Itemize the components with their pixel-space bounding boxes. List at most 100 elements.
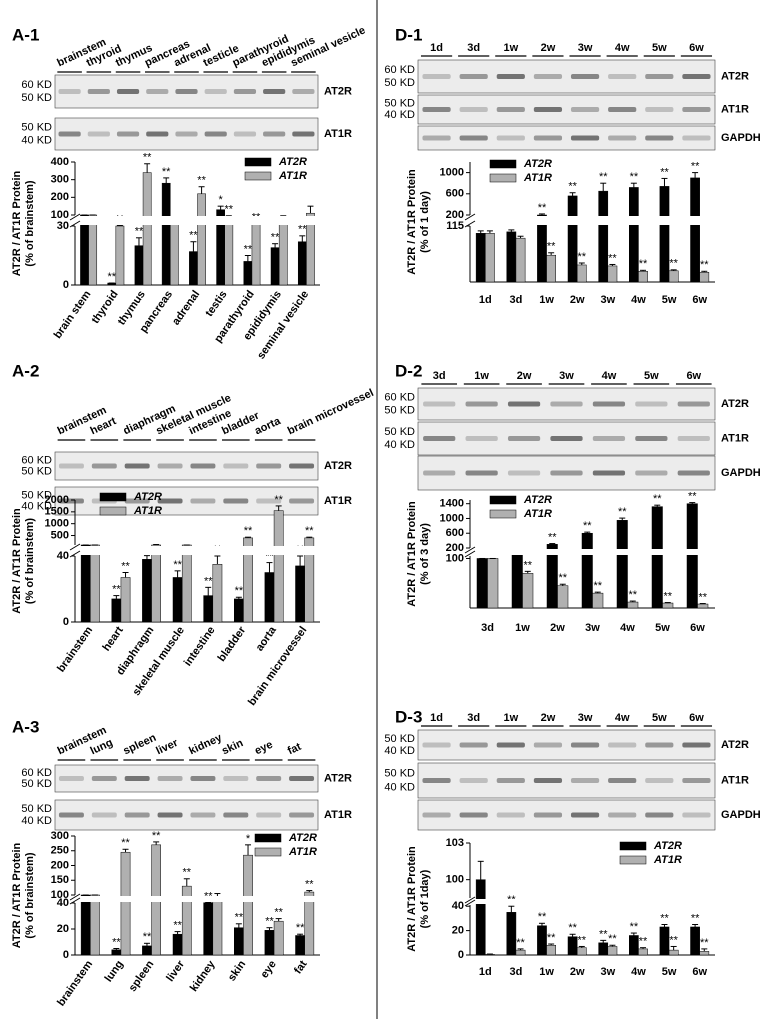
legend-swatch	[619, 855, 647, 865]
significance: **	[197, 175, 206, 187]
blot-band	[223, 498, 249, 504]
mw-marker: 50 KD	[21, 92, 52, 104]
y-tick-label: 0	[63, 616, 69, 628]
blot-band	[58, 131, 81, 137]
y-tick-label: 0	[63, 949, 69, 961]
blot-band	[533, 778, 563, 783]
bar	[189, 251, 198, 286]
mw-marker: 60 KD	[21, 454, 52, 466]
legend-swatch	[254, 833, 282, 843]
blot-band	[677, 470, 710, 476]
band-label: AT1R	[324, 495, 352, 507]
error-bar	[486, 230, 493, 234]
significance: **	[653, 493, 662, 505]
legend-label: AT1R	[288, 846, 317, 858]
error-bar	[661, 924, 668, 927]
blot	[54, 486, 319, 516]
lane-label: 1w	[474, 370, 489, 382]
error-bar	[297, 933, 304, 936]
error-bar	[306, 890, 313, 893]
error-bar	[508, 229, 515, 232]
significance: **	[265, 916, 274, 928]
x-tick-label: 1d	[479, 294, 492, 306]
bar	[537, 214, 547, 283]
x-tick-label: 1w	[539, 966, 554, 978]
x-tick-label: brain stem	[52, 288, 94, 341]
significance: **	[698, 591, 707, 603]
band-label: AT1R	[324, 809, 352, 821]
significance: **	[204, 575, 213, 587]
y-tick-label: 600	[446, 527, 464, 539]
y-tick-label: 100	[51, 209, 69, 221]
blot-band	[289, 463, 315, 469]
error-bar	[217, 205, 224, 210]
x-tick-label: 1w	[539, 294, 554, 306]
blot-band	[533, 742, 563, 748]
mw-marker: 60 KD	[384, 64, 415, 76]
bar	[607, 265, 618, 283]
x-tick-label: 5w	[662, 294, 677, 306]
x-tick-label: 2w	[570, 966, 585, 978]
blot-band	[459, 742, 488, 748]
x-tick-label: brain microvessel	[246, 625, 309, 709]
error-bar	[640, 269, 647, 272]
significance: **	[271, 232, 280, 244]
significance: **	[162, 166, 171, 178]
bar	[270, 247, 280, 286]
blot-band	[124, 463, 150, 469]
mw-marker: 40 KD	[21, 815, 52, 827]
y-tick-label: 400	[51, 156, 69, 168]
axis-break	[69, 216, 322, 225]
significance: **	[523, 559, 532, 571]
blot-band	[422, 742, 451, 748]
x-tick-label: 3d	[481, 622, 494, 634]
blot-band	[423, 470, 456, 476]
bar	[278, 217, 288, 286]
blot-band	[465, 470, 498, 476]
blot-band	[422, 135, 451, 141]
lane-label: 2w	[541, 42, 556, 54]
error-bar	[174, 570, 181, 578]
blot-band	[263, 131, 286, 137]
y-axis-label: AT2R / AT1R Protein	[406, 846, 418, 952]
error-bar	[689, 502, 696, 504]
blot-band	[233, 89, 257, 94]
bar	[264, 572, 275, 623]
y-tick-label: 300	[51, 174, 69, 186]
bar	[142, 172, 152, 286]
bar	[115, 225, 125, 286]
legend-label: AT2R	[288, 832, 317, 844]
mw-marker: 60 KD	[21, 767, 52, 779]
error-bar	[578, 262, 585, 265]
x-tick-label: brainstem	[55, 958, 95, 1008]
bar	[576, 264, 587, 283]
x-tick-label: lung	[103, 959, 126, 985]
axis-break	[69, 546, 322, 555]
blot-band	[465, 401, 498, 407]
bar	[699, 272, 710, 283]
y-axis-sublabel: (% of brainstem)	[24, 518, 36, 605]
x-tick-label: 1w	[515, 622, 530, 634]
lane-label: 3d	[467, 712, 480, 724]
error-bar	[569, 933, 576, 937]
y-axis-label: AT2R / AT1R Protein	[406, 169, 418, 275]
bar	[142, 945, 152, 956]
panel-label: D-2	[395, 361, 422, 380]
bar	[662, 602, 674, 609]
bar	[690, 926, 700, 956]
break-mark	[69, 550, 81, 558]
bar	[567, 195, 578, 283]
blot-band	[292, 131, 315, 137]
error-bar	[235, 923, 242, 928]
x-tick-label: 3d	[510, 294, 523, 306]
band-label: AT2R	[324, 772, 352, 784]
blot-band	[550, 470, 583, 476]
blot-band	[465, 436, 498, 441]
blot-band	[682, 135, 711, 141]
band-label: GAPDH	[721, 132, 760, 144]
bar	[120, 577, 131, 623]
bar	[273, 920, 284, 956]
significance: **	[663, 590, 672, 602]
break-mark	[464, 899, 476, 907]
significance: **	[578, 251, 587, 263]
